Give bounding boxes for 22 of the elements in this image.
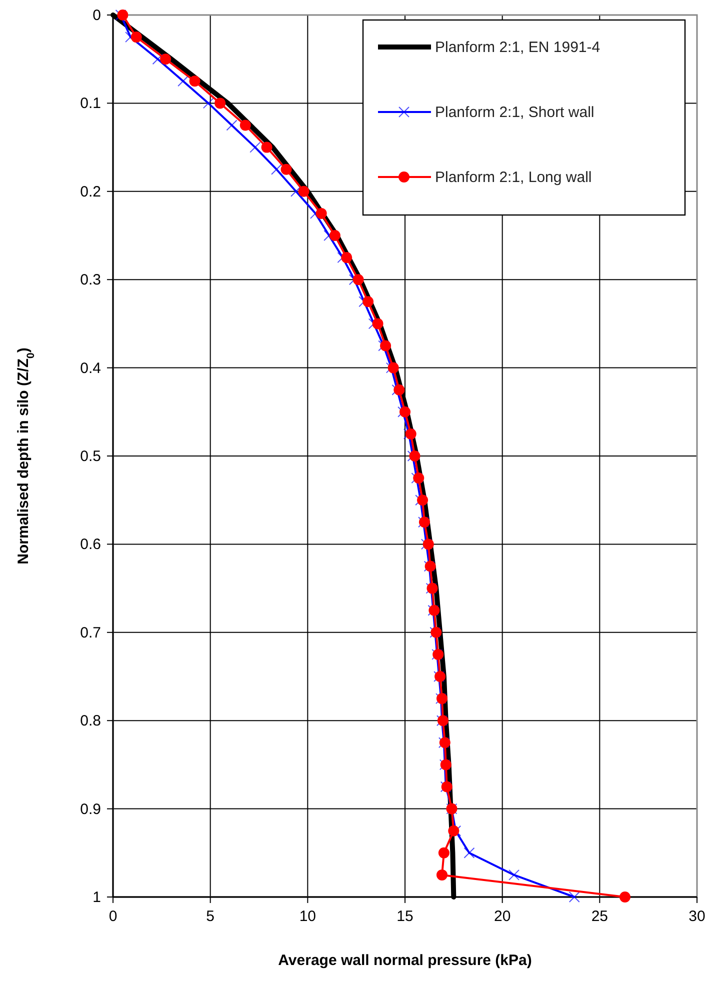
x-tick-label: 30 xyxy=(688,908,706,925)
y-tick-label: 0.2 xyxy=(80,183,101,200)
x-tick-label: 25 xyxy=(591,908,608,925)
y-tick-label: 0 xyxy=(92,7,101,24)
legend-label: Planform 2:1, EN 1991-4 xyxy=(435,39,600,56)
y-tick-label: 1 xyxy=(92,889,101,906)
x-tick-label: 20 xyxy=(494,908,511,925)
y-tick-label: 0.1 xyxy=(80,95,101,112)
x-tick-label: 10 xyxy=(299,908,316,925)
x-tick-label: 5 xyxy=(206,908,215,925)
y-tick-label: 0.6 xyxy=(80,536,101,554)
x-axis-title: Average wall normal pressure (kPa) xyxy=(278,952,532,969)
legend-label: Planform 2:1, Short wall xyxy=(435,104,594,121)
y-tick-label: 0.8 xyxy=(80,712,101,730)
x-tick-label: 15 xyxy=(396,908,414,925)
x-tick-label: 0 xyxy=(108,908,118,925)
y-tick-label: 0.5 xyxy=(80,448,101,465)
y-tick-label: 0.9 xyxy=(80,800,101,818)
legend-label: Planform 2:1, Long wall xyxy=(435,169,592,186)
y-tick-label: 0.3 xyxy=(80,272,101,289)
y-tick-label: 0.4 xyxy=(80,360,101,377)
y-tick-label: 0.7 xyxy=(80,624,101,642)
